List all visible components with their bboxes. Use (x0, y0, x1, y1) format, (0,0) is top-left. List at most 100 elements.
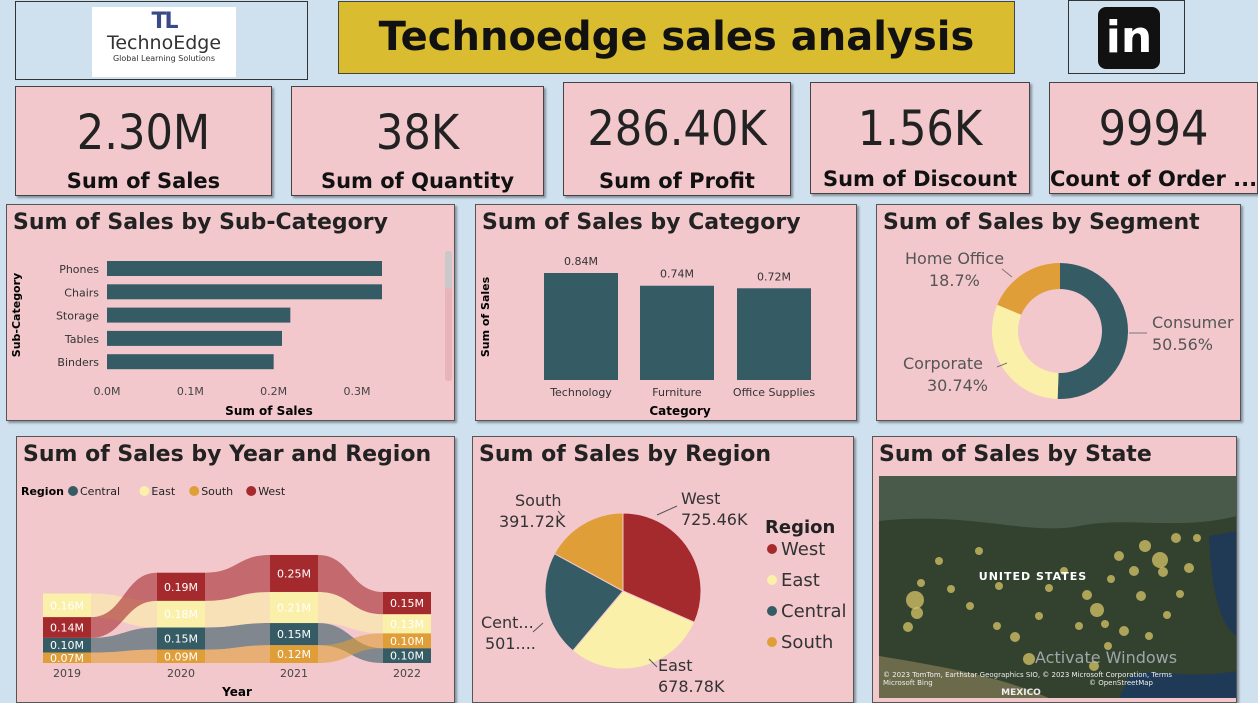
page-title: Technoedge sales analysis (378, 14, 975, 60)
ribbon-block (270, 554, 318, 592)
state-bubble (1089, 661, 1099, 671)
kpi-card-quantity[interactable]: 38K Sum of Quantity (291, 86, 544, 196)
atlantic-region (1209, 531, 1236, 636)
mexico-label: MEXICO (1001, 688, 1041, 698)
data-label: 0.12M (277, 648, 311, 661)
legend-marker (767, 606, 777, 616)
ribbon-block (43, 593, 91, 618)
slice-name: Consumer (1152, 313, 1234, 332)
year-region-chart-panel[interactable]: Sum of Sales by Year and Region Region Ce… (16, 436, 455, 703)
ribbon-block (270, 623, 318, 646)
bar (640, 285, 714, 380)
slice-name: Corporate (903, 354, 983, 373)
y-tick-label: Chairs (64, 286, 99, 299)
state-map-panel[interactable]: Sum of Sales by State UNITED STATES MEXIC… (872, 436, 1237, 703)
ribbon-segment (91, 649, 157, 663)
legend-marker (139, 486, 150, 496)
x-tick-label: 2019 (53, 667, 81, 680)
category-chart-panel[interactable]: Sum of Sales by Category 0.84M Technology… (475, 204, 857, 421)
pie-slice (572, 590, 696, 670)
state-bubble (1060, 567, 1068, 575)
chart-title: Sum of Sales by Segment (883, 210, 1200, 235)
subcategory-chart-panel[interactable]: Sum of Sales by Sub-Category Phones Chair… (6, 204, 455, 421)
data-label: 0.15M (277, 628, 311, 641)
map-canvas: UNITED STATES MEXICO Activate Windows © 202… (879, 476, 1236, 698)
x-tick-label: Furniture (652, 386, 702, 399)
legend-marker (246, 486, 257, 496)
state-bubble (1045, 584, 1053, 592)
kpi-card-profit[interactable]: 286.40K Sum of Profit (563, 82, 791, 196)
y-axis-label: Sum of Sales (479, 276, 492, 357)
kpi-card-order-count[interactable]: 9994 Count of Order ... (1049, 82, 1258, 194)
ribbon-block (157, 627, 205, 650)
state-bubble (917, 579, 925, 587)
x-tick-label: 0.2M (260, 385, 287, 398)
ribbon-segment (91, 572, 157, 638)
data-label: 0.19M (164, 581, 198, 594)
bar (107, 307, 291, 323)
donut-slice (997, 263, 1060, 315)
kpi-card-sales[interactable]: 2.30M Sum of Sales (15, 86, 272, 196)
slice-name: East (658, 656, 693, 675)
state-bubble (1152, 552, 1168, 568)
data-label: 0.07M (50, 652, 84, 665)
slice-name: South (515, 491, 562, 510)
mexico-region (879, 656, 1049, 698)
state-bubble (1129, 566, 1139, 576)
title-banner: Technoedge sales analysis (338, 1, 1015, 74)
slice-value: 725.46K (681, 510, 748, 529)
kpi-value: 1.56K (857, 101, 983, 157)
state-bubble (1104, 642, 1112, 650)
legend-marker (767, 637, 777, 647)
slice-value: 501.... (485, 634, 536, 653)
legend-marker (189, 486, 200, 496)
logo-mark: TL (151, 9, 178, 34)
state-bubble (1119, 626, 1129, 636)
ribbon-segment (205, 554, 270, 601)
x-tick-label: 0.1M (177, 385, 204, 398)
segment-chart: Consumer 50.56% Corporate 30.74% Home Office… (903, 249, 1234, 399)
chart-title: Sum of Sales by Category (482, 210, 801, 235)
linkedin-icon[interactable]: in (1098, 7, 1160, 69)
ribbon-segment (318, 633, 383, 663)
legend-label: West (258, 485, 286, 498)
us-map[interactable]: UNITED STATES MEXICO Activate Windows © 202… (879, 476, 1236, 698)
bar (544, 273, 618, 380)
data-label: 0.21M (277, 602, 311, 615)
slice-value: 30.74% (927, 376, 988, 395)
region-chart-panel[interactable]: Sum of Sales by Region West 725.46K East 67… (472, 436, 854, 703)
slice-value: 678.78K (658, 677, 725, 696)
logo-tagline: Global Learning Solutions (112, 54, 216, 63)
x-tick-label: 0.0M (94, 385, 121, 398)
ribbon-segment (318, 591, 383, 634)
chart-title: Sum of Sales by State (879, 442, 1152, 467)
state-bubble (906, 591, 924, 609)
kpi-label: Sum of Profit (599, 169, 755, 193)
state-bubble (995, 582, 1003, 590)
state-bubble (911, 607, 923, 619)
data-label: 0.10M (390, 635, 424, 648)
y-axis-label: Sub-Category (10, 273, 23, 357)
slice-value: 391.72K (499, 512, 566, 531)
pie-slice (622, 512, 702, 623)
state-bubble (993, 622, 1001, 630)
legend-label: West (781, 539, 825, 560)
x-axis-label: Category (649, 404, 711, 418)
data-label: 0.74M (660, 268, 694, 281)
segment-chart-panel[interactable]: Sum of Sales by Segment Consumer 50.56% Co… (876, 204, 1241, 421)
legend-marker (68, 486, 78, 496)
region-chart: West 725.46K East 678.78K Cent... 501.... Sout… (481, 489, 847, 696)
legend-title: Region (21, 485, 64, 498)
bar (107, 284, 382, 300)
ribbon-block (270, 645, 318, 663)
ribbon-block (383, 648, 431, 663)
activate-windows-watermark: Activate Windows (1035, 648, 1177, 667)
ribbon-block (383, 614, 431, 634)
year-region-chart: Region Central East South West 0.10M 0.15M 0.15… (21, 485, 431, 699)
bar (107, 261, 382, 276)
legend-label: South (781, 632, 833, 653)
x-tick-label: 2022 (393, 667, 421, 680)
slice-name: Home Office (905, 249, 1004, 268)
state-bubble (1114, 551, 1124, 561)
kpi-card-discount[interactable]: 1.56K Sum of Discount (810, 82, 1030, 194)
